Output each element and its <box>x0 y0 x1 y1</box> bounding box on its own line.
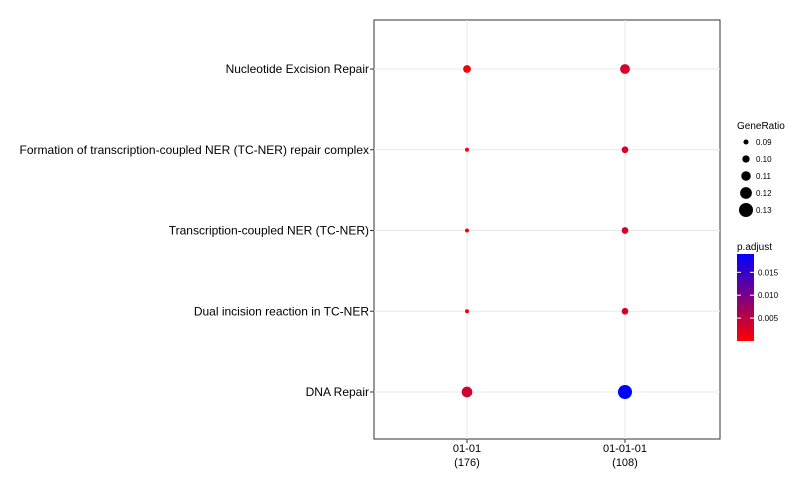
data-point <box>465 147 469 152</box>
data-point <box>465 228 469 233</box>
color-legend-label: 0.010 <box>758 291 779 300</box>
color-legend-label: 0.005 <box>758 314 779 323</box>
data-point <box>463 65 471 73</box>
size-legend-label: 0.13 <box>756 206 772 215</box>
color-legend-bar <box>737 254 754 341</box>
size-legend: GeneRatio 0.09 0.10 0.11 0.12 0.13 <box>737 121 785 217</box>
size-legend-label: 0.10 <box>756 155 772 164</box>
size-legend-dot <box>743 139 749 145</box>
color-legend-title: p.adjust <box>737 242 772 253</box>
x-tick-count: (108) <box>612 457 638 469</box>
data-point <box>620 64 630 74</box>
x-axis-labels: 01-01 (176) 01-01-01 (108) <box>453 439 647 469</box>
data-point <box>461 386 473 398</box>
y-tick-label: Dual incision reaction in TC-NER <box>194 304 370 318</box>
plot-panel <box>373 19 721 440</box>
data-point <box>465 309 469 314</box>
x-tick-count: (176) <box>454 457 480 469</box>
color-legend-label: 0.015 <box>758 268 779 277</box>
size-legend-title: GeneRatio <box>737 121 785 132</box>
size-legend-label: 0.09 <box>756 138 772 147</box>
x-tick-label: 01-01-01 <box>603 443 647 455</box>
y-tick-label: Transcription-coupled NER (TC-NER) <box>169 224 369 238</box>
y-axis-labels: Nucleotide Excision Repair Formation of t… <box>20 62 374 399</box>
size-legend-dot <box>741 171 751 181</box>
y-tick-label: DNA Repair <box>306 385 369 399</box>
size-legend-dot <box>739 203 753 217</box>
data-point <box>621 146 629 154</box>
data-point <box>621 307 629 315</box>
size-legend-dot <box>742 155 750 163</box>
size-legend-label: 0.11 <box>756 172 772 181</box>
y-tick-label: Formation of transcription-coupled NER (… <box>20 143 369 157</box>
data-point <box>618 385 632 399</box>
color-legend: p.adjust 0.005 0.010 0.015 <box>737 242 779 341</box>
y-tick-label: Nucleotide Excision Repair <box>226 62 369 76</box>
size-legend-dot <box>740 187 752 199</box>
data-point <box>621 227 629 234</box>
x-tick-label: 01-01 <box>453 443 481 455</box>
size-legend-label: 0.12 <box>756 189 772 198</box>
data-points <box>461 64 632 399</box>
